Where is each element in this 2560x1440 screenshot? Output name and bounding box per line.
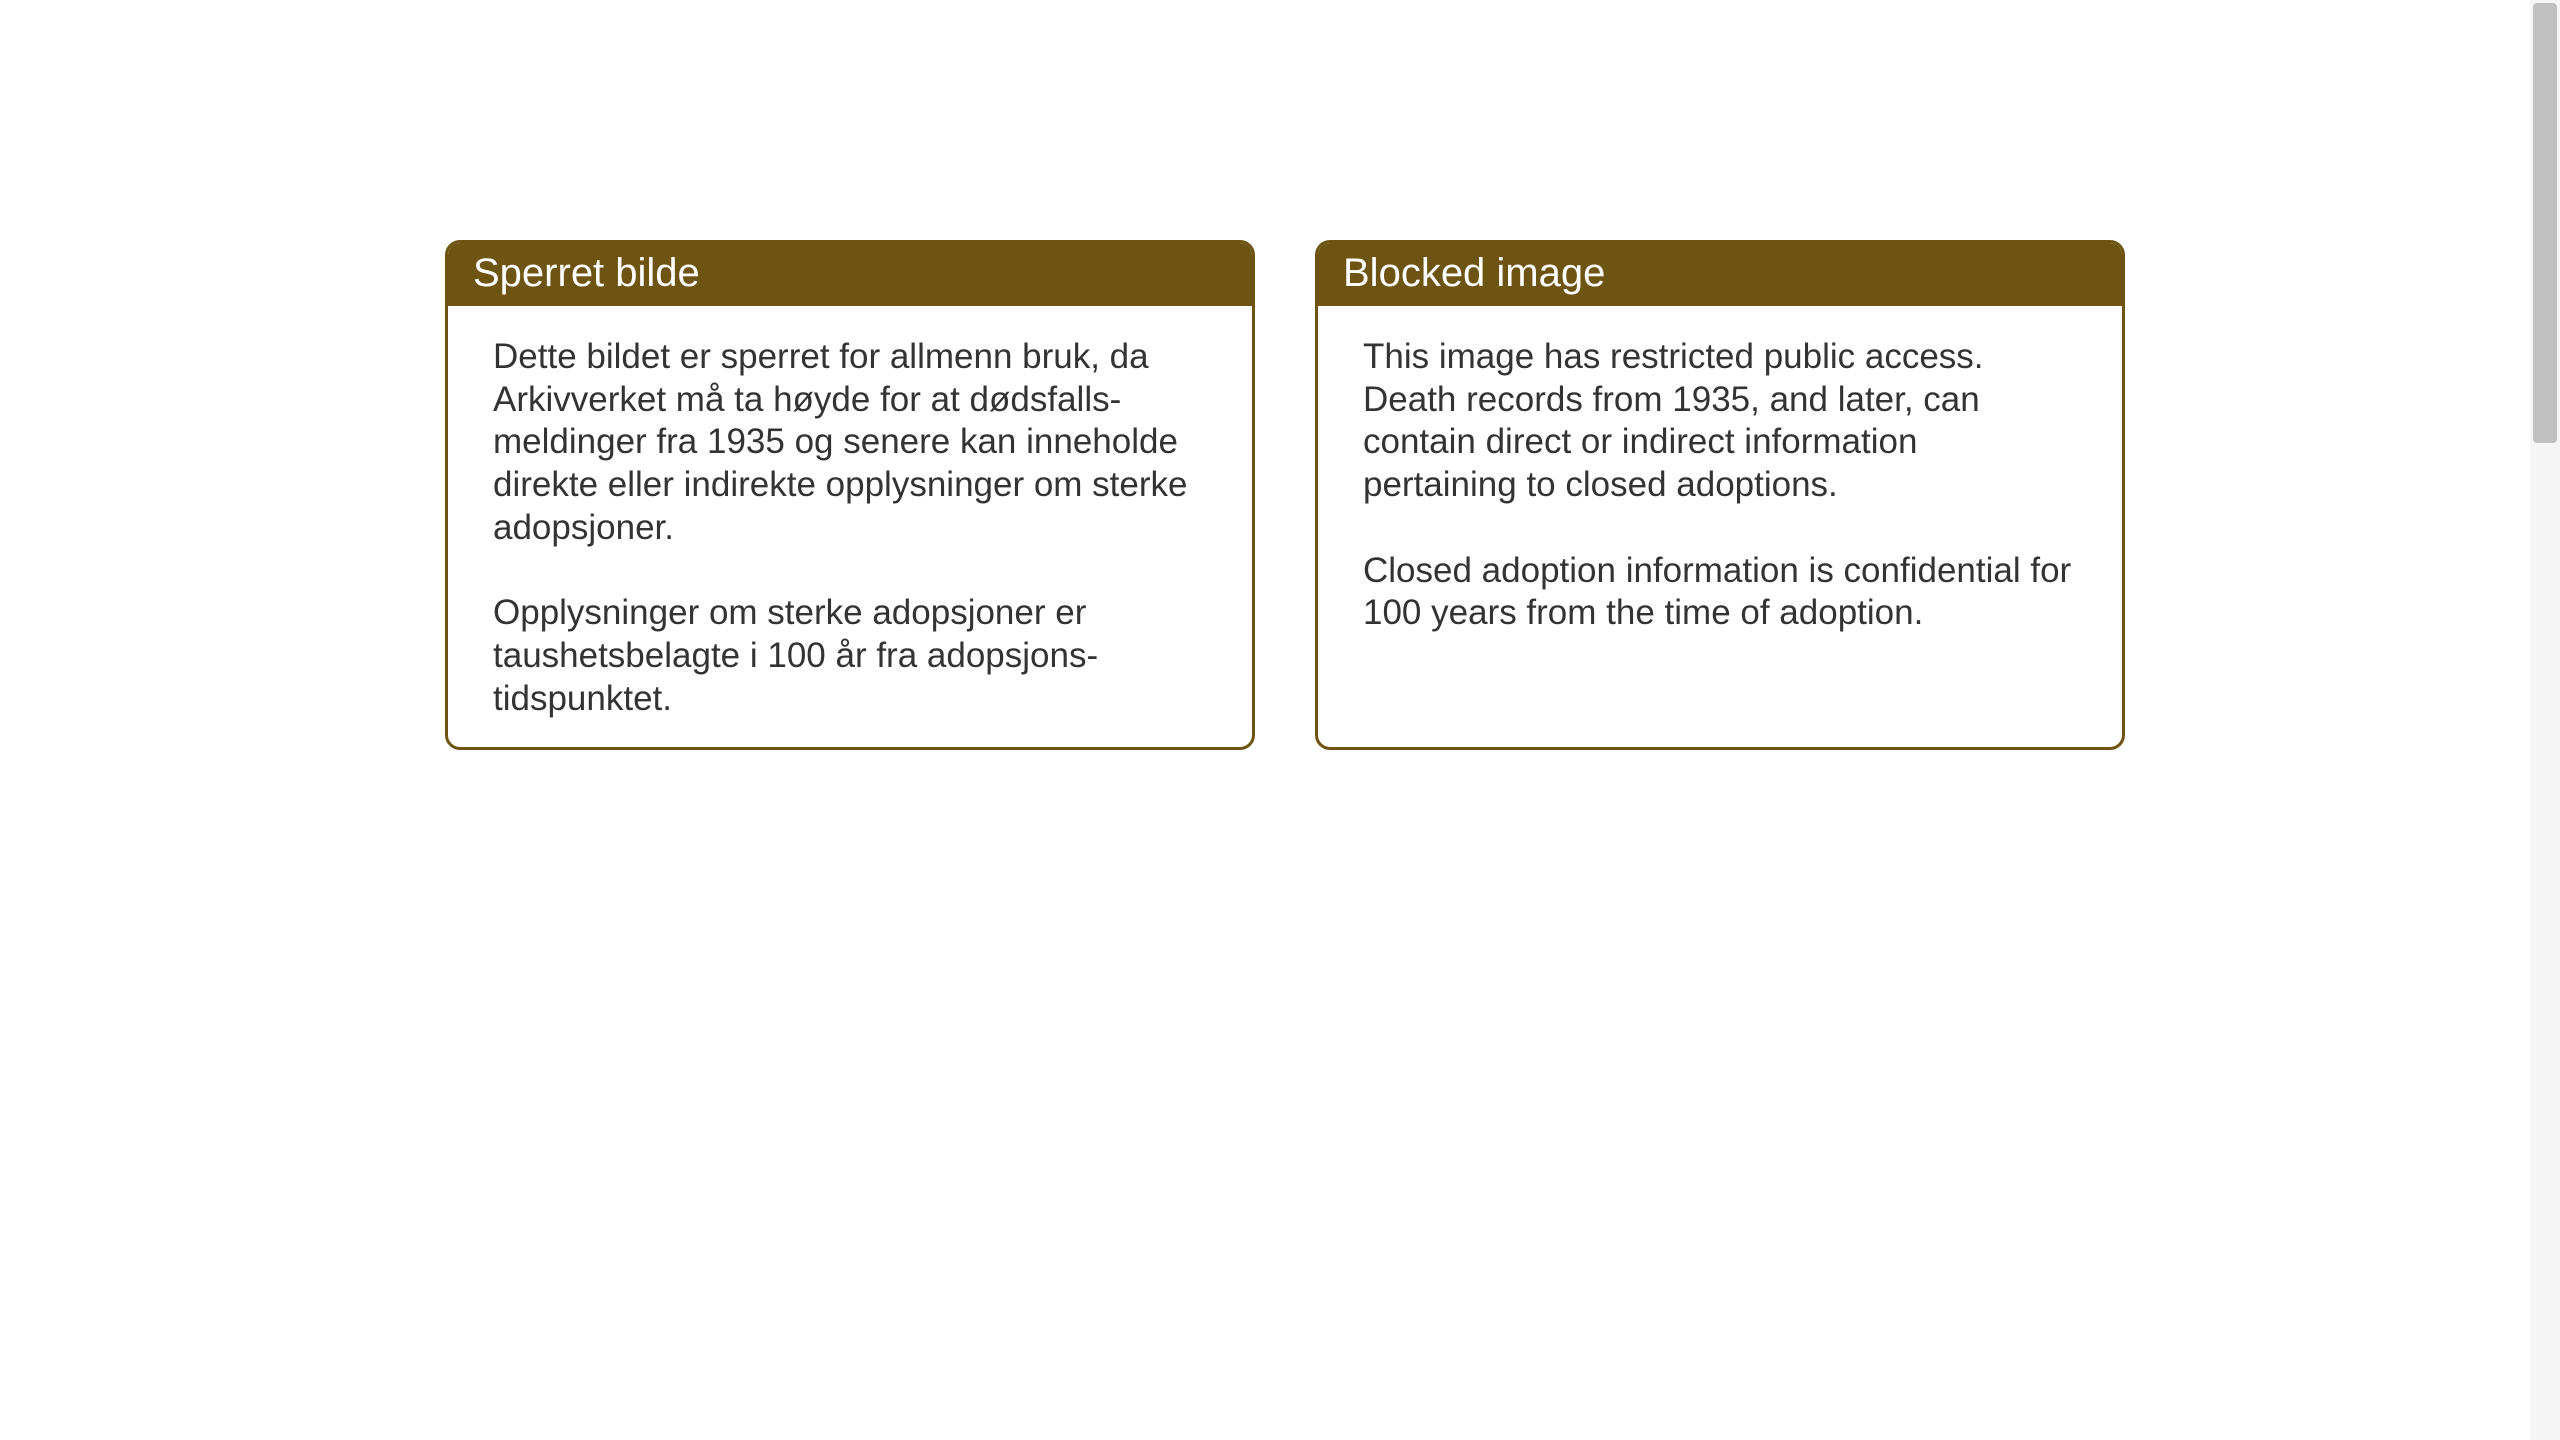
vertical-scrollbar[interactable] [2530,0,2560,1440]
english-notice-card: Blocked image This image has restricted … [1315,240,2125,750]
norwegian-paragraph-2: Opplysninger om sterke adopsjoner er tau… [493,592,1207,720]
norwegian-notice-card: Sperret bilde Dette bildet er sperret fo… [445,240,1255,750]
norwegian-paragraph-1: Dette bildet er sperret for allmenn bruk… [493,336,1207,549]
english-paragraph-1: This image has restricted public access.… [1363,336,2077,507]
norwegian-card-body: Dette bildet er sperret for allmenn bruk… [448,306,1252,750]
notice-container: Sperret bilde Dette bildet er sperret fo… [445,240,2125,750]
english-card-title: Blocked image [1318,243,2122,306]
norwegian-card-title: Sperret bilde [448,243,1252,306]
english-paragraph-2: Closed adoption information is confident… [1363,550,2077,635]
scrollbar-thumb[interactable] [2533,3,2557,443]
english-card-body: This image has restricted public access.… [1318,306,2122,665]
